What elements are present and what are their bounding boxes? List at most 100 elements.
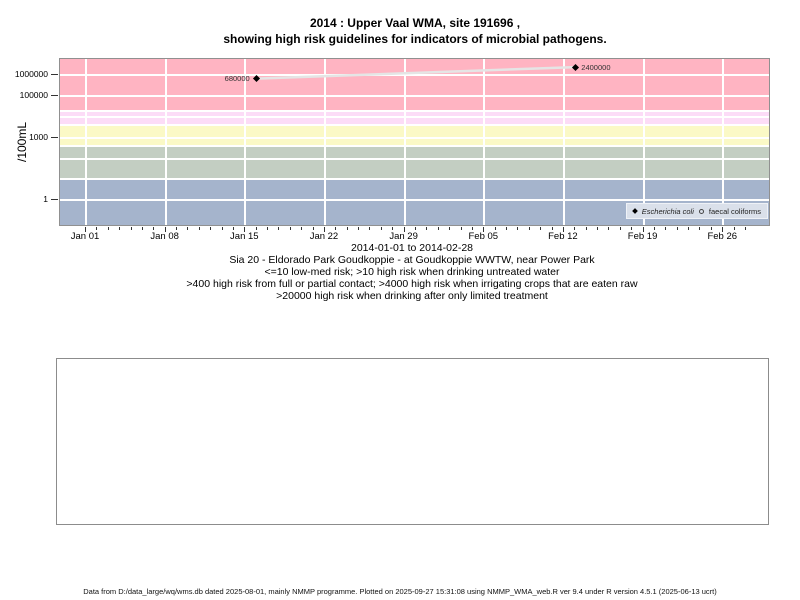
x-minor-tick bbox=[312, 227, 314, 230]
y-axis-label: /100mL bbox=[15, 121, 29, 163]
caption-block: 2014-01-01 to 2014-02-28 Sia 20 - Eldora… bbox=[0, 242, 800, 302]
x-tick-label: Feb 19 bbox=[627, 231, 658, 242]
x-major-tick bbox=[483, 227, 485, 232]
x-minor-tick bbox=[369, 227, 371, 230]
filled-diamond-icon bbox=[631, 208, 638, 214]
y-tick bbox=[51, 94, 58, 96]
caption-guideline-1: <=10 low-med risk; >10 high risk when dr… bbox=[264, 266, 560, 278]
y-tick-label: 1 bbox=[43, 194, 48, 205]
x-tick-label: Feb 26 bbox=[707, 231, 738, 242]
y-tick-label: 1000000 bbox=[14, 69, 48, 80]
x-gridline bbox=[562, 59, 565, 225]
y-tick-label: 1000 bbox=[29, 131, 48, 142]
series-line bbox=[256, 65, 576, 80]
x-minor-tick bbox=[688, 227, 690, 230]
x-minor-tick bbox=[176, 227, 178, 230]
chart-title: 2014 : Upper Vaal WMA, site 191696 , sho… bbox=[0, 15, 800, 47]
x-minor-tick bbox=[631, 227, 633, 230]
x-minor-tick bbox=[665, 227, 667, 230]
risk-band bbox=[60, 145, 769, 180]
x-minor-tick bbox=[517, 227, 519, 230]
x-minor-tick bbox=[335, 227, 337, 230]
caption-date-range: 2014-01-01 to 2014-02-28 bbox=[350, 242, 473, 254]
y-gridline bbox=[60, 115, 769, 118]
x-minor-tick bbox=[449, 227, 451, 230]
y-gridline bbox=[60, 144, 769, 147]
x-gridline bbox=[323, 59, 326, 225]
x-minor-tick bbox=[745, 227, 746, 230]
x-gridline bbox=[722, 59, 725, 225]
chart-title-line1: 2014 : Upper Vaal WMA, site 191696 , bbox=[309, 16, 521, 30]
x-gridline bbox=[85, 59, 87, 225]
y-gridline bbox=[60, 124, 769, 127]
x-minor-tick bbox=[699, 227, 701, 230]
x-minor-tick bbox=[437, 227, 439, 230]
x-minor-tick bbox=[141, 227, 143, 230]
x-minor-tick bbox=[676, 227, 678, 230]
y-tick-label: 100000 bbox=[19, 89, 48, 100]
x-minor-tick bbox=[96, 227, 98, 230]
x-minor-tick bbox=[346, 227, 348, 230]
x-minor-tick bbox=[392, 227, 394, 230]
open-circle-icon bbox=[698, 208, 704, 214]
x-major-tick bbox=[562, 227, 564, 232]
x-minor-tick bbox=[255, 227, 257, 230]
x-tick-label: Jan 15 bbox=[230, 231, 259, 242]
caption-guideline-3: >20000 high risk when drinking after onl… bbox=[276, 290, 548, 302]
x-gridline bbox=[244, 59, 247, 225]
x-major-tick bbox=[642, 227, 644, 232]
x-tick-label: Jan 22 bbox=[309, 231, 339, 242]
footer-text: Data from D:/data_large/wq/wms.db dated … bbox=[83, 587, 717, 596]
x-major-tick bbox=[323, 227, 325, 232]
data-point-label: 2400000 bbox=[581, 62, 611, 72]
x-minor-tick bbox=[278, 227, 280, 230]
x-minor-tick bbox=[733, 227, 735, 230]
x-gridline bbox=[642, 59, 645, 225]
y-gridline bbox=[60, 109, 769, 112]
x-minor-tick bbox=[301, 227, 303, 230]
legend-label: Escherichia coli bbox=[641, 206, 694, 216]
x-gridline bbox=[483, 59, 486, 225]
x-minor-tick bbox=[221, 227, 223, 230]
x-gridline bbox=[403, 59, 406, 225]
x-minor-tick bbox=[574, 227, 576, 230]
x-minor-tick bbox=[210, 227, 212, 230]
x-major-tick bbox=[244, 227, 246, 232]
x-minor-tick bbox=[380, 227, 382, 230]
risk-band bbox=[60, 125, 769, 146]
x-minor-tick bbox=[289, 227, 291, 230]
plot-area: 680000 2400000 Escherichia coli faecal coli… bbox=[59, 58, 770, 226]
caption-site-name: Sia 20 - Eldorado Park Goudkoppie - at G… bbox=[229, 254, 595, 266]
x-minor-tick bbox=[653, 227, 655, 230]
y-gridline bbox=[60, 74, 769, 77]
x-minor-tick bbox=[358, 227, 360, 230]
x-minor-tick bbox=[460, 227, 462, 230]
y-gridline bbox=[60, 136, 769, 139]
x-minor-tick bbox=[608, 227, 610, 230]
x-major-tick bbox=[164, 227, 166, 232]
x-tick-label: Feb 05 bbox=[468, 231, 499, 242]
legend-label: faecal coliforms bbox=[708, 206, 761, 216]
x-tick-label: Feb 12 bbox=[548, 231, 578, 242]
x-tick-label: Jan 08 bbox=[150, 231, 179, 242]
x-minor-tick bbox=[506, 227, 508, 230]
x-minor-tick bbox=[107, 227, 109, 230]
x-minor-tick bbox=[494, 227, 496, 230]
x-major-tick bbox=[85, 227, 86, 232]
x-minor-tick bbox=[415, 227, 416, 230]
empty-panel bbox=[56, 358, 769, 525]
x-minor-tick bbox=[585, 227, 587, 230]
data-point-label: 680000 bbox=[224, 74, 250, 84]
x-minor-tick bbox=[187, 227, 189, 230]
x-major-tick bbox=[403, 227, 405, 232]
x-minor-tick bbox=[540, 227, 542, 230]
x-minor-tick bbox=[198, 227, 200, 230]
x-minor-tick bbox=[528, 227, 530, 230]
legend: Escherichia coli faecal coliforms bbox=[625, 203, 768, 219]
x-major-tick bbox=[722, 227, 724, 232]
x-tick-label: Jan 29 bbox=[389, 231, 418, 242]
y-tick bbox=[51, 199, 58, 201]
y-tick bbox=[51, 136, 58, 138]
y-gridline bbox=[60, 199, 769, 202]
